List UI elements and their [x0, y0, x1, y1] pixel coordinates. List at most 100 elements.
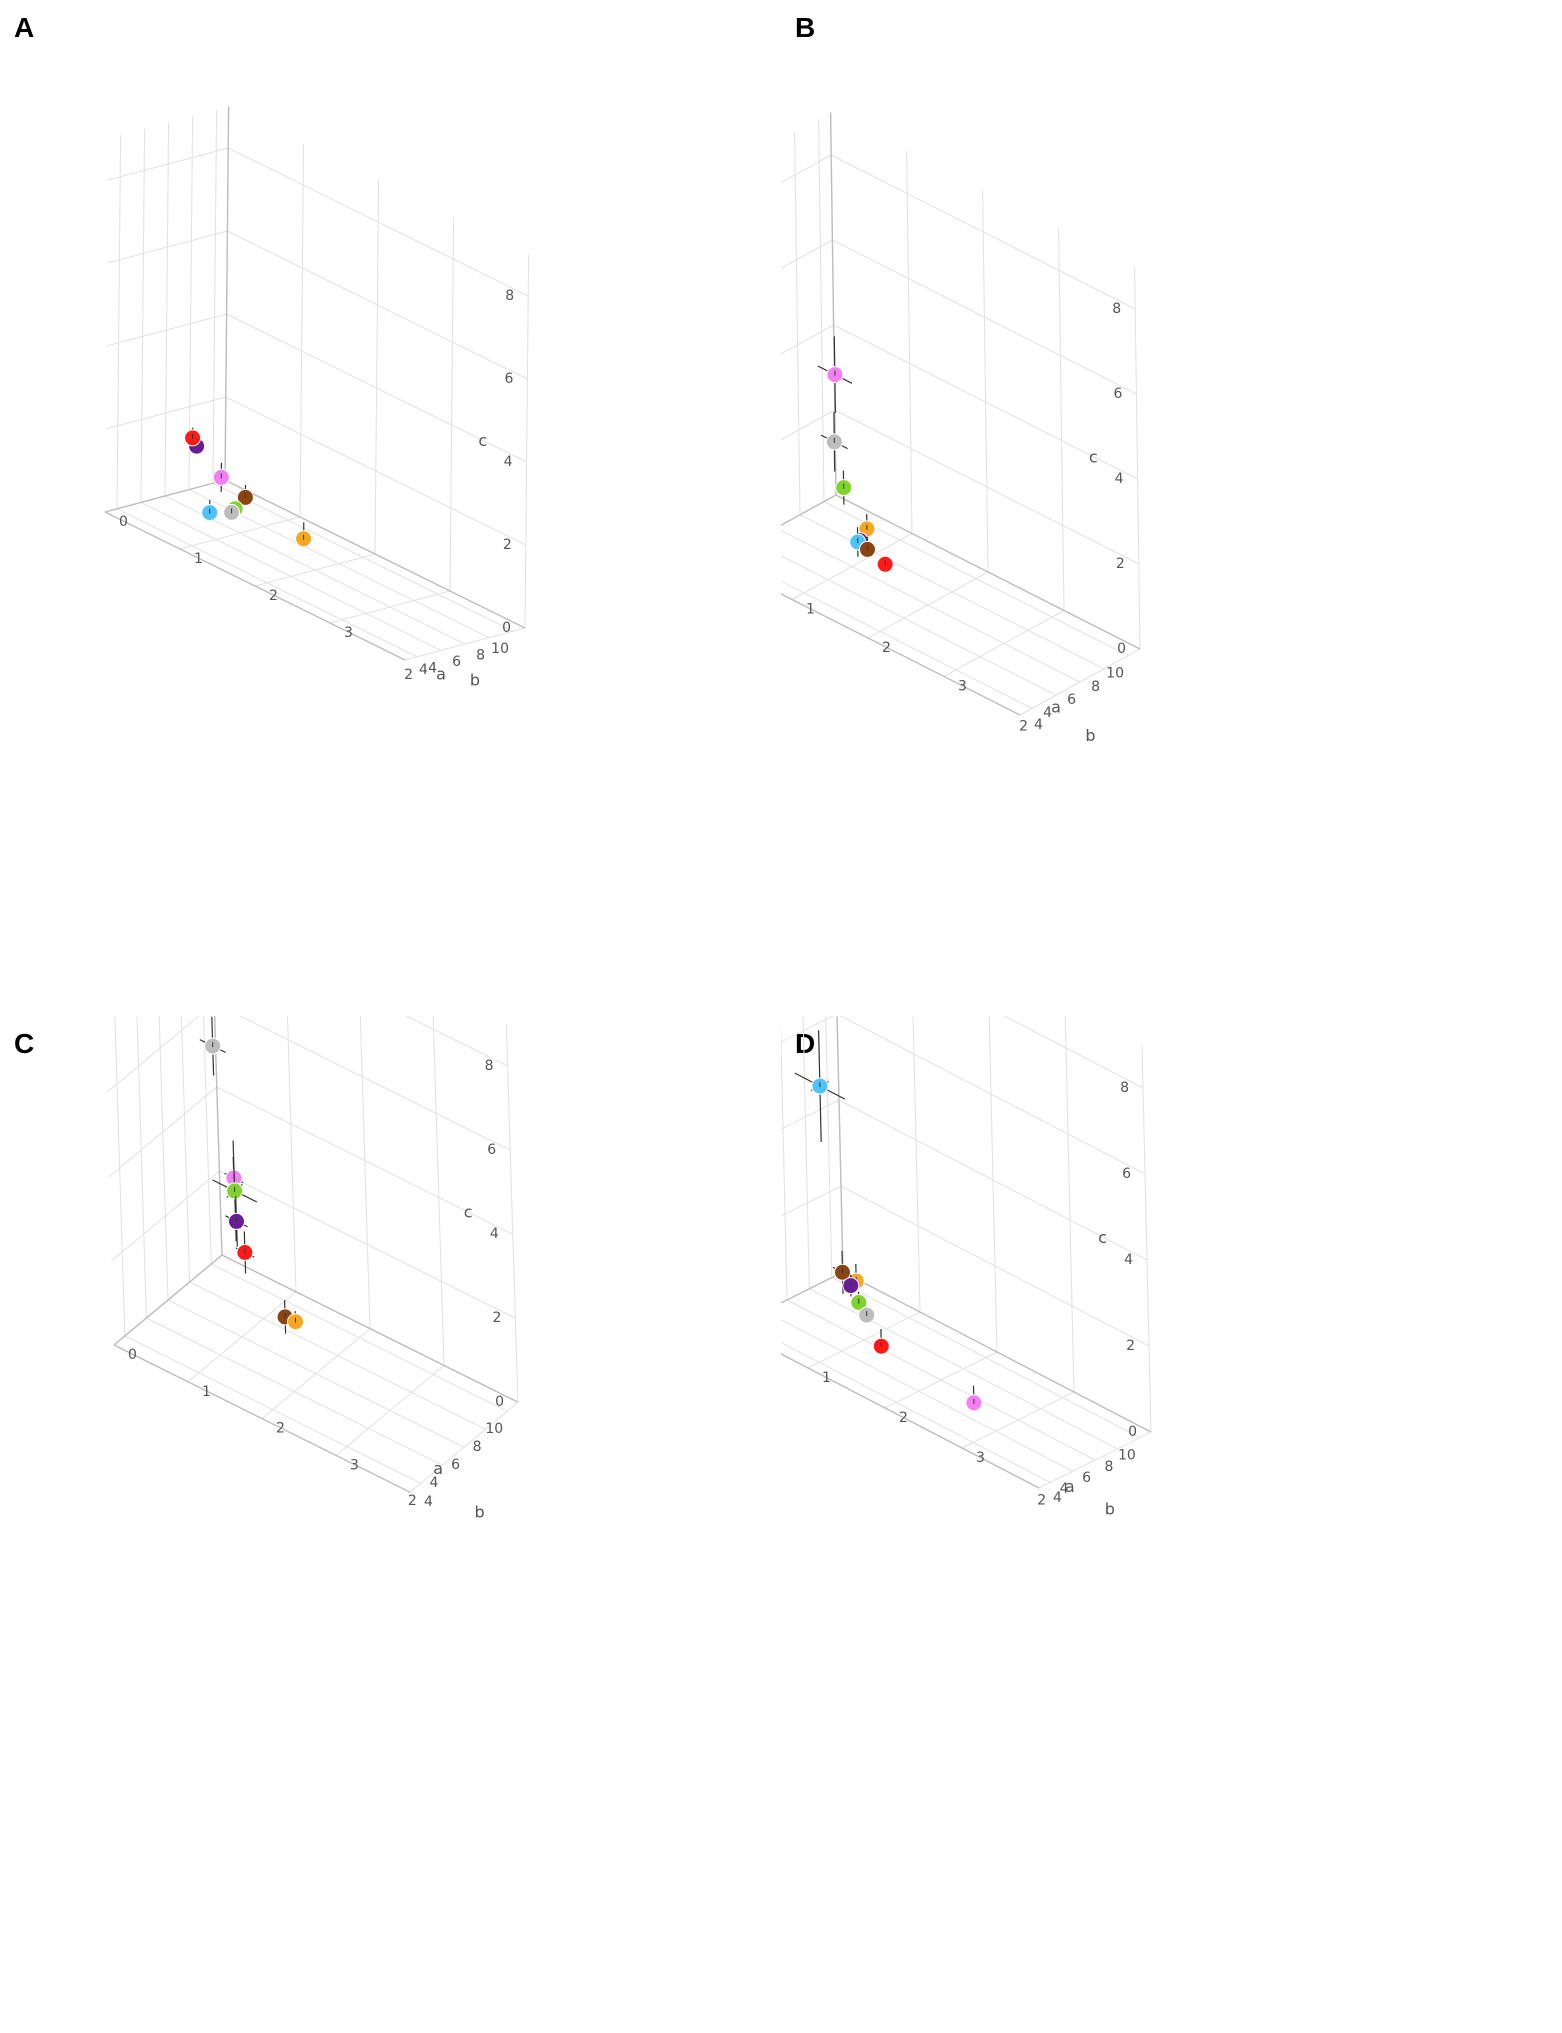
a-tick-label: 8 — [473, 1439, 482, 1455]
wall-grid-line — [299, 143, 305, 518]
b-axis-label: b — [1085, 726, 1095, 745]
wall-grid-line — [839, 1016, 1146, 1175]
c-tick-label: 8 — [505, 288, 514, 304]
axis-line-b — [842, 1271, 1152, 1433]
c-axis-label: c — [1098, 1228, 1107, 1247]
wall-grid-line — [781, 1099, 840, 1130]
b-tick-label: 1 — [806, 602, 815, 618]
b-tick-label: 4 — [419, 662, 428, 678]
axis-line-a — [781, 494, 837, 527]
axis-line-b-front — [104, 511, 406, 661]
a-tick-label: 10 — [491, 641, 509, 657]
wall-grid-line — [405, 1016, 508, 1067]
c-axis-label: c — [464, 1203, 473, 1222]
c-tick-label: 6 — [487, 1142, 496, 1158]
wall-grid-line — [912, 1016, 921, 1313]
wall-grid-line — [781, 239, 833, 269]
wall-grid-line — [1141, 1044, 1152, 1433]
c-tick-label: 4 — [1124, 1252, 1133, 1268]
wall-grid-line — [825, 1016, 833, 1278]
floor-grid-line — [409, 1401, 519, 1493]
a-tick-label: 6 — [452, 654, 461, 670]
a-axis-label: a — [1051, 698, 1061, 717]
a-tick-label: 10 — [1118, 1448, 1136, 1464]
axis-line-c — [829, 112, 837, 496]
wall-grid-line — [830, 154, 1136, 310]
c-tick-label: 4 — [504, 454, 513, 470]
axis-line-b-front — [781, 1353, 1040, 1489]
wall-grid-line — [188, 116, 194, 490]
c-axis-label: c — [1089, 447, 1098, 466]
b-axis-label: b — [1105, 1500, 1115, 1519]
floor-grid-line — [404, 627, 526, 661]
b-tick-label: 4 — [424, 1494, 433, 1510]
axis-line-c — [836, 1016, 844, 1273]
a-tick-label: 4 — [1060, 1481, 1069, 1497]
floor-grid-line — [1038, 1431, 1152, 1489]
floor-grid-line — [961, 1391, 1075, 1449]
wall-grid-line — [212, 109, 218, 484]
c-tick-label: 0 — [1128, 1424, 1137, 1440]
panel-a: A 0 2 4 6 8 2 4 6 8 10 0 1 2 3 4 a b c — [0, 0, 781, 1016]
wall-grid-line — [216, 1086, 514, 1235]
wall-grid-line — [203, 1016, 212, 1265]
panel-letter: D — [795, 1028, 816, 1059]
a-tick-label: 4 — [1043, 705, 1052, 721]
wall-grid-line — [449, 217, 455, 592]
wall-grid-line — [802, 1016, 810, 1289]
b-tick-label: 1 — [194, 551, 203, 567]
wall-grid-line — [840, 1185, 1150, 1347]
b-tick-label: 4 — [1053, 1490, 1062, 1506]
floor-grid-line — [781, 1319, 1073, 1472]
wall-grid-line — [158, 1016, 169, 1301]
floor-grid-line — [791, 533, 913, 600]
floor-grid-line — [781, 1271, 844, 1304]
wall-grid-line — [164, 122, 170, 497]
floor-grid-line — [329, 590, 451, 624]
b-tick-label: 2 — [276, 1421, 285, 1437]
c-tick-label: 2 — [1116, 556, 1125, 572]
a-axis-label: a — [433, 1459, 443, 1478]
panel-letter: B — [795, 12, 816, 43]
wall-grid-line — [781, 1271, 844, 1304]
wall-grid-line — [239, 1016, 511, 1151]
floor-grid-line — [781, 580, 1033, 709]
c-axis-label: c — [478, 431, 487, 450]
panel-letter: C — [14, 1028, 35, 1059]
wall-grid-line — [136, 1016, 147, 1319]
c-tick-label: 4 — [490, 1226, 499, 1242]
c-tick-label: 2 — [503, 537, 512, 553]
b-tick-label: 2 — [882, 640, 891, 656]
a-tick-label: 4 — [429, 1475, 438, 1491]
axis-line-b — [224, 479, 526, 629]
wall-grid-line — [834, 409, 1140, 565]
wall-grid-line — [286, 1016, 297, 1292]
wall-grid-line — [1003, 1016, 1144, 1089]
wall-grid-line — [1058, 227, 1065, 611]
floor-grid-line — [867, 571, 989, 639]
axis-line-b — [221, 1254, 519, 1403]
wall-grid-line — [227, 147, 529, 297]
a-tick-label: 8 — [476, 648, 485, 664]
panel-letter: A — [14, 12, 35, 43]
wall-grid-line — [105, 396, 226, 430]
floor-grid-line — [781, 1341, 1051, 1483]
b-tick-label: 3 — [958, 679, 967, 695]
c-tick-label: 8 — [1112, 301, 1121, 317]
wall-grid-line — [225, 396, 527, 546]
wall-grid-line — [180, 1016, 191, 1283]
axis-line-c — [224, 106, 230, 481]
wall-grid-line — [105, 1016, 200, 1094]
a-tick-label: 2 — [404, 667, 413, 683]
c-tick-label: 0 — [502, 620, 511, 636]
a-tick-label: 8 — [1104, 1459, 1113, 1475]
b-axis-label: b — [475, 1502, 485, 1521]
wall-grid-line — [838, 1099, 1148, 1261]
wall-grid-line — [140, 128, 146, 503]
wall-grid-line — [781, 1016, 835, 1043]
b-tick-label: 2 — [899, 1410, 908, 1426]
